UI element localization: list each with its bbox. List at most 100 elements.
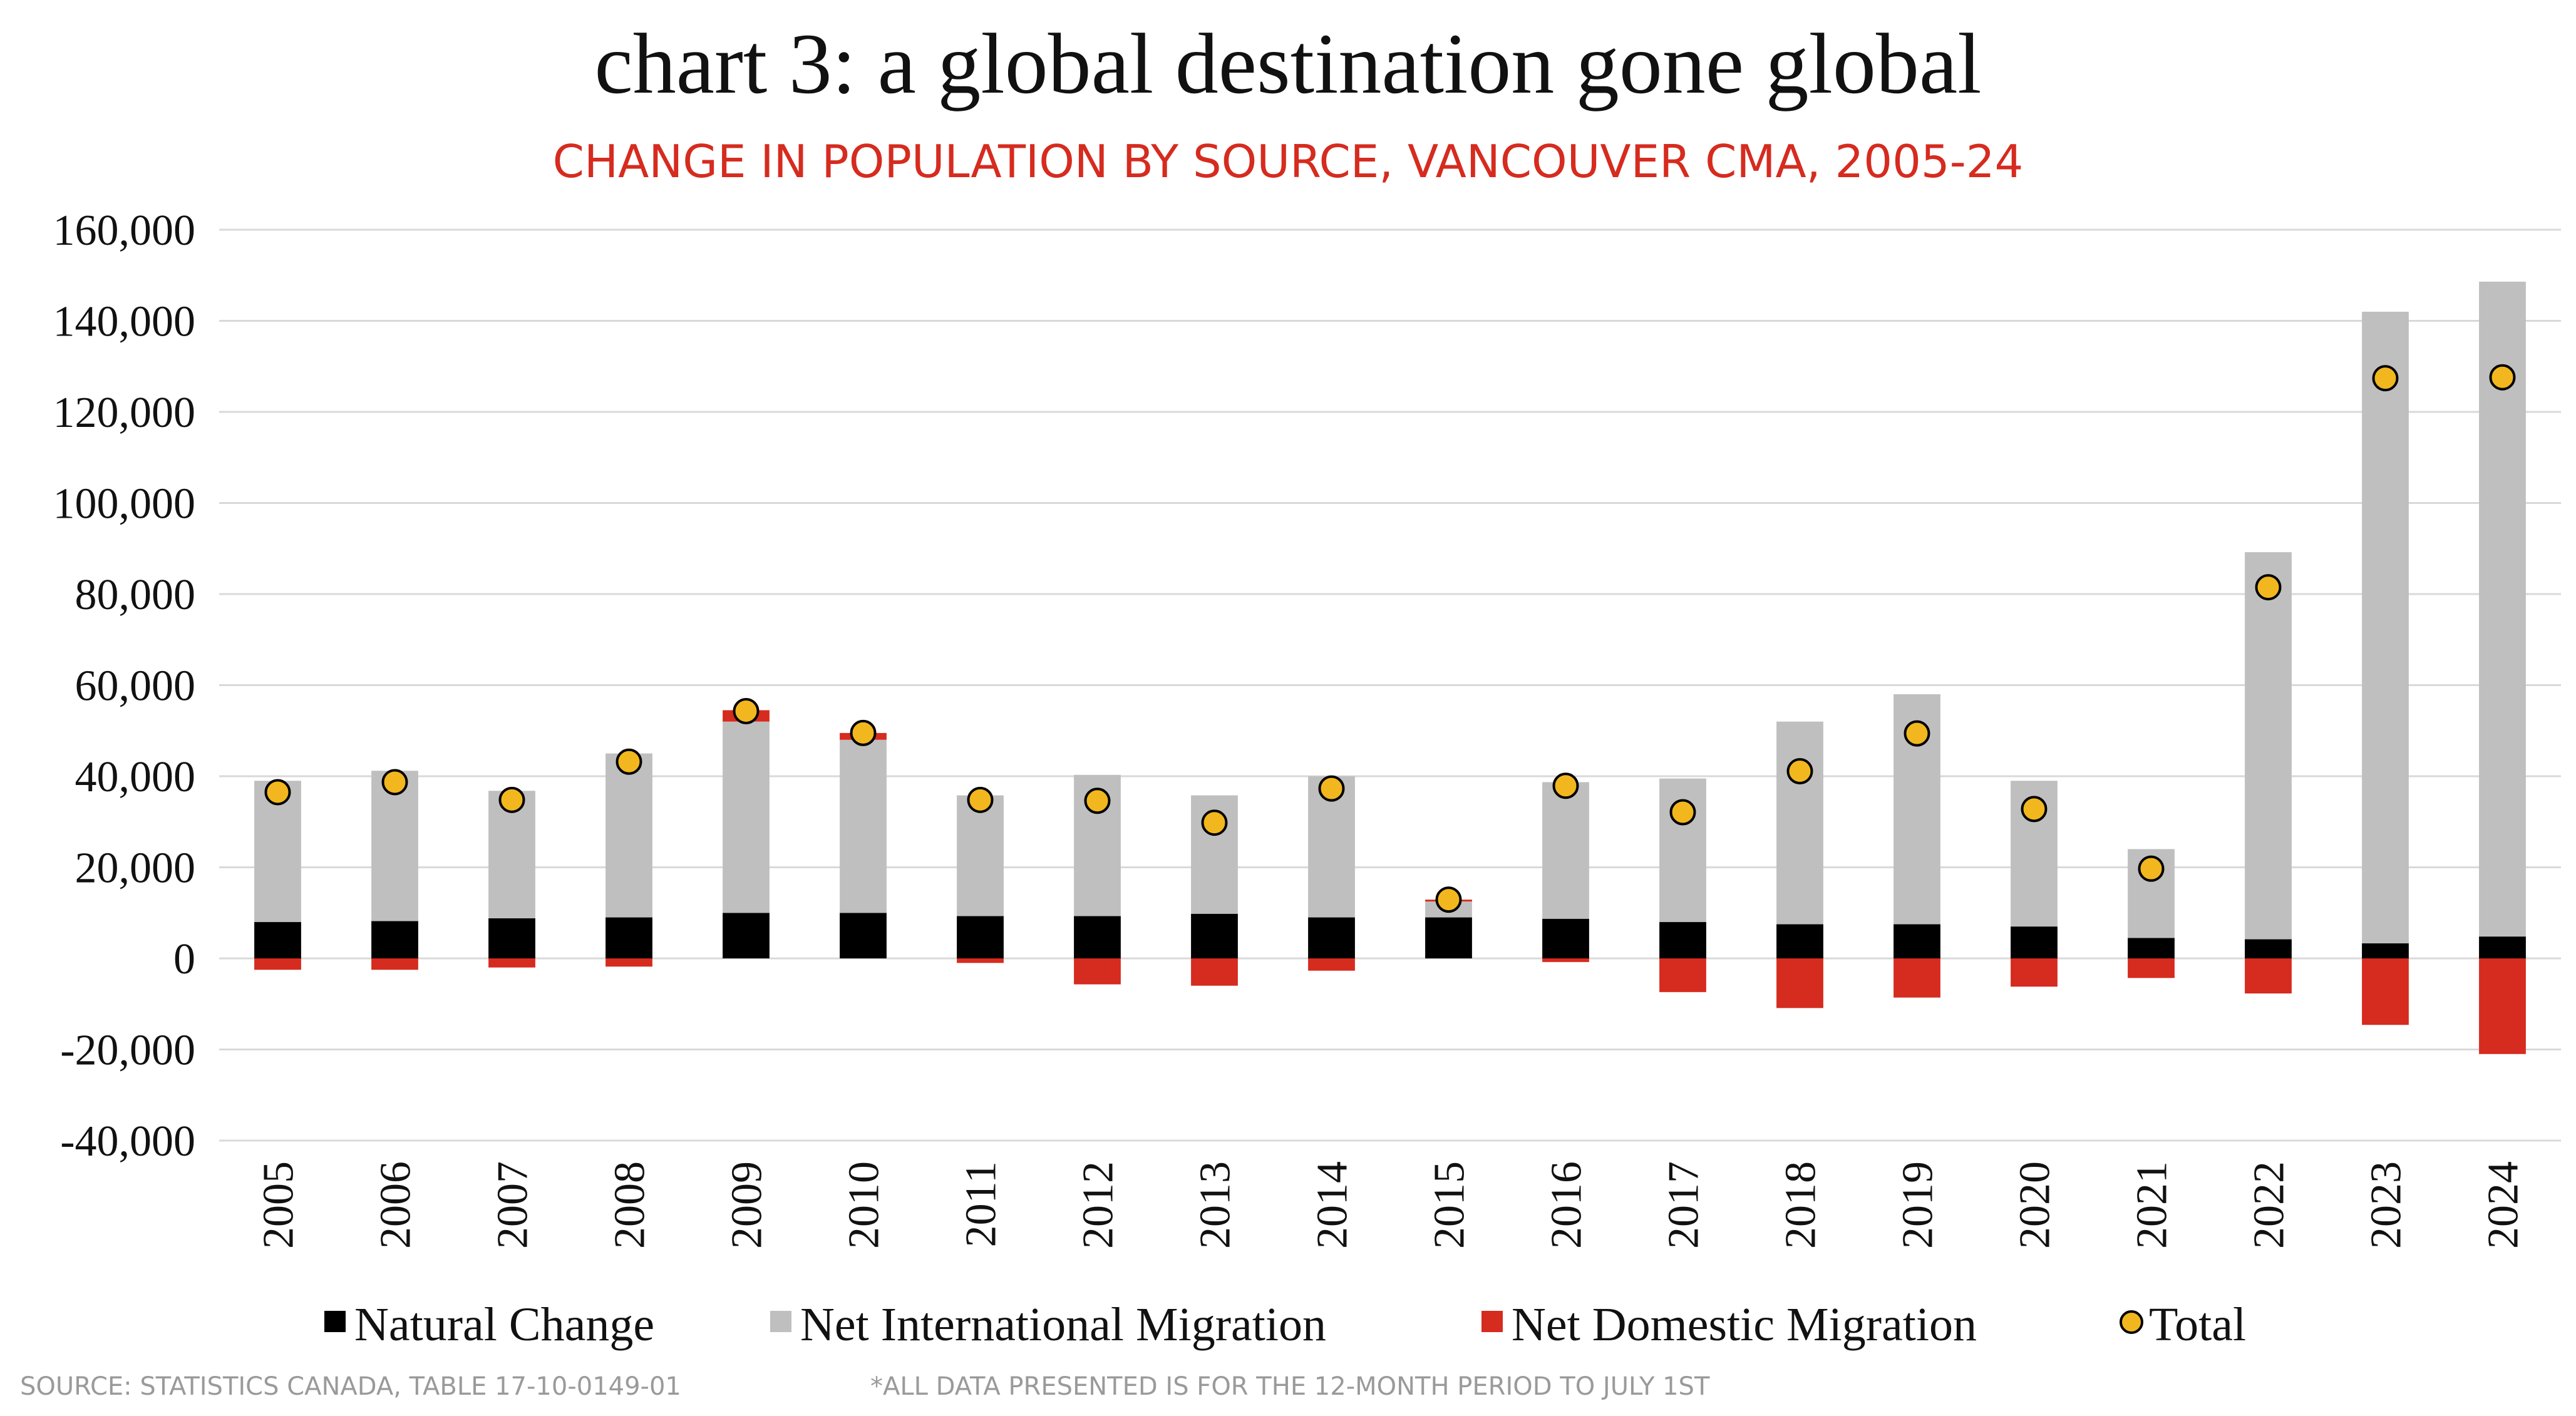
bar-natural-change	[371, 921, 418, 958]
bar-natural-change	[2362, 943, 2409, 958]
bar-natural-change	[723, 913, 770, 958]
bar-net-domestic-migration	[488, 958, 535, 968]
total-point	[733, 697, 760, 724]
legend-label-net-domestic-migration: Net Domestic Migration	[1512, 1298, 1977, 1351]
bar-natural-change	[957, 916, 1004, 958]
bar-net-domestic-migration	[2362, 958, 2409, 1025]
y-tick-label: 160,000	[53, 207, 196, 255]
bar-natural-change	[2479, 936, 2526, 958]
bar-net-international-migration	[2479, 281, 2526, 937]
bar-net-domestic-migration	[1659, 958, 1706, 992]
bar-net-domestic-migration	[1542, 958, 1589, 962]
legend-item-net-international-migration: Net International Migration	[770, 1298, 1326, 1351]
y-tick-label: -40,000	[60, 1117, 195, 1166]
bar-natural-change	[605, 917, 652, 958]
bar-natural-change	[1542, 918, 1589, 958]
total-point	[264, 779, 291, 806]
x-tick-label: 2010	[840, 1161, 889, 1249]
bar-net-international-migration	[723, 721, 770, 913]
x-axis: 2005 2006 2007 2008 2009 2010 2011 2012 2013 2014…	[255, 1161, 2528, 1249]
bars	[254, 281, 2526, 1054]
bar-net-domestic-migration	[2245, 958, 2292, 994]
bar-net-international-migration	[1776, 721, 1823, 925]
y-tick-label: 80,000	[75, 571, 196, 619]
legend-label-net-international-migration: Net International Migration	[800, 1298, 1326, 1351]
x-tick-label: 2013	[1192, 1161, 1240, 1249]
bar-natural-change	[254, 921, 301, 958]
bar-net-international-migration	[371, 771, 418, 921]
total-point	[967, 786, 994, 813]
total-point	[1552, 772, 1579, 799]
bar-net-international-migration	[2362, 311, 2409, 943]
total-point	[1435, 886, 1462, 913]
legend-item-net-domestic-migration: Net Domestic Migration	[1481, 1298, 1977, 1351]
bar-natural-change	[1074, 916, 1121, 958]
total-point	[2021, 796, 2048, 823]
bar-natural-change	[1776, 924, 1823, 958]
x-tick-label: 2018	[1777, 1161, 1825, 1249]
total-point	[1786, 757, 1813, 784]
bar-net-international-migration	[605, 753, 652, 918]
total-point	[1669, 799, 1696, 826]
total-point	[2372, 365, 2399, 392]
y-tick-label: 40,000	[75, 753, 196, 801]
y-tick-label: 20,000	[75, 844, 196, 893]
bar-natural-change	[1425, 917, 1472, 958]
x-tick-label: 2015	[1426, 1161, 1474, 1249]
bar-natural-change	[1659, 921, 1706, 958]
bar-net-domestic-migration	[2479, 958, 2526, 1054]
bar-natural-change	[2245, 939, 2292, 958]
total-point	[1084, 788, 1111, 814]
x-tick-label: 2022	[2245, 1161, 2294, 1249]
x-tick-label: 2011	[957, 1161, 1006, 1247]
bar-net-international-migration	[840, 739, 887, 913]
x-tick-label: 2024	[2480, 1161, 2528, 1249]
x-tick-label: 2017	[1660, 1161, 1708, 1249]
x-tick-label: 2005	[255, 1161, 303, 1249]
source-note: SOURCE: STATISTICS CANADA, TABLE 17-10-0…	[20, 1372, 681, 1401]
bar-net-international-migration	[2245, 552, 2292, 940]
legend: Natural Change Net International Migrati…	[324, 1298, 2246, 1351]
legend-item-total: Total	[2120, 1298, 2246, 1351]
legend-swatch-natural-change	[324, 1311, 346, 1332]
bar-natural-change	[488, 918, 535, 958]
bar-net-domestic-migration	[1308, 958, 1355, 971]
bar-net-domestic-migration	[1074, 958, 1121, 985]
legend-label-total: Total	[2149, 1298, 2246, 1351]
legend-swatch-net-domestic-migration	[1481, 1311, 1503, 1332]
bar-natural-change	[1191, 913, 1238, 958]
bar-natural-change	[2128, 938, 2175, 958]
total-point	[1318, 775, 1345, 802]
legend-marker-total	[2120, 1310, 2143, 1334]
period-note: *ALL DATA PRESENTED IS FOR THE 12-MONTH …	[870, 1372, 1710, 1401]
total-point	[616, 748, 642, 775]
y-tick-label: 0	[173, 935, 195, 983]
total-point	[2489, 364, 2516, 391]
bar-net-domestic-migration	[2011, 958, 2058, 987]
x-tick-label: 2019	[1894, 1161, 1942, 1249]
bar-natural-change	[840, 913, 887, 958]
y-tick-label: 120,000	[53, 389, 196, 437]
x-tick-label: 2020	[2011, 1161, 2059, 1249]
y-tick-label: 100,000	[53, 480, 196, 528]
x-tick-label: 2008	[606, 1161, 654, 1249]
total-points	[264, 364, 2516, 913]
total-point	[498, 786, 525, 813]
legend-swatch-net-international-migration	[770, 1311, 791, 1332]
x-tick-label: 2007	[489, 1161, 537, 1249]
x-tick-label: 2021	[2128, 1161, 2177, 1249]
bar-net-domestic-migration	[254, 958, 301, 970]
gridlines	[219, 228, 2561, 1142]
x-tick-label: 2014	[1309, 1161, 1357, 1249]
y-axis: -40,000 -20,000 0 20,000 40,000 60,000 80,000 1…	[53, 207, 196, 1166]
total-point	[1201, 809, 1228, 836]
y-tick-label: 140,000	[53, 298, 196, 346]
bar-net-domestic-migration	[2128, 958, 2175, 978]
y-tick-label: 60,000	[75, 662, 196, 711]
bar-net-domestic-migration	[1893, 958, 1940, 998]
bar-net-international-migration	[957, 795, 1004, 916]
x-tick-label: 2023	[2362, 1161, 2411, 1249]
bar-net-domestic-migration	[1776, 958, 1823, 1008]
y-tick-label: -20,000	[60, 1027, 195, 1075]
